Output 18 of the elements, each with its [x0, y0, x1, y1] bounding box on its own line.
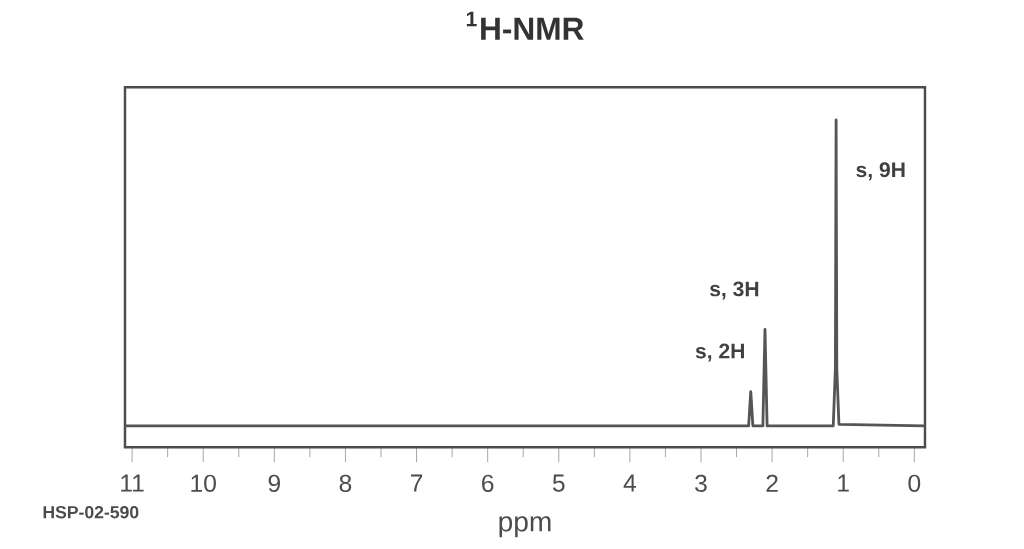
annotation: s, 3H — [709, 281, 759, 300]
x-tick-label: 3 — [695, 474, 707, 493]
x-tick-label: 2 — [766, 474, 778, 492]
x-tick-label: 4 — [623, 474, 636, 492]
x-tick-label: 11 — [121, 474, 144, 492]
x-tick-label: 8 — [339, 474, 352, 493]
annotation: s, 9H — [856, 162, 905, 181]
x-tick-label: 6 — [482, 474, 494, 493]
x-axis-title: ppm — [499, 516, 551, 538]
x-tick-label: 1 — [838, 474, 849, 492]
chart-title: $^{1}$H-NMR — [466, 11, 584, 40]
x-tick-label: 5 — [552, 474, 565, 492]
x-tick-label: 7 — [410, 474, 423, 492]
text: HSP-02-590 — [43, 506, 139, 519]
x-tick-label: 0 — [908, 474, 921, 493]
x-tick-label: 9 — [268, 474, 280, 493]
x-tick-label: 10 — [191, 474, 216, 493]
annotation: s, 2H — [695, 343, 744, 362]
